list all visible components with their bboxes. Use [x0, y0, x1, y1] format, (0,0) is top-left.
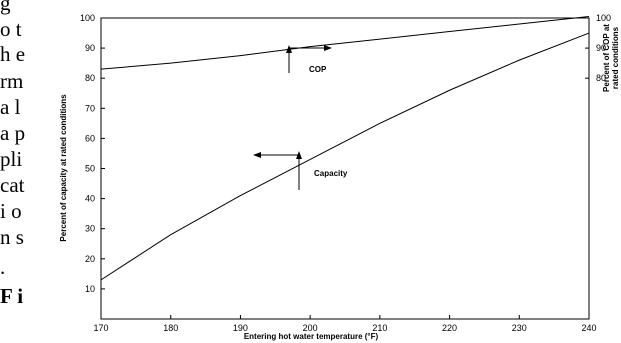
side-text-line: rm [0, 69, 24, 93]
cop-arrowhead-up [286, 45, 292, 53]
cop-annotation: COP [286, 45, 332, 74]
series-line-cop [100, 15, 590, 70]
y2-axis-label-line1: Percent of COP at [602, 24, 611, 92]
side-text-line: pli [0, 147, 23, 171]
y2-axis-label-line2: rated conditions [611, 26, 620, 89]
side-text-line: g [0, 0, 11, 15]
y2-axis: 80 90 100 [585, 13, 611, 83]
side-text-line: F i [0, 284, 24, 308]
side-text-line: a p [0, 121, 26, 145]
cop-label: COP [309, 65, 327, 74]
x-tick-label: 240 [581, 323, 596, 333]
y-tick-label: 100 [80, 13, 95, 23]
x-tick-label: 190 [233, 323, 248, 333]
y-tick-label: 20 [85, 254, 95, 264]
series-lines [100, 15, 590, 281]
side-text-line: n s [0, 225, 24, 249]
capacity-annotation: Capacity [253, 151, 348, 190]
x-tick-label: 170 [93, 323, 108, 333]
side-text-line: a l [0, 95, 21, 119]
side-text-line: . [0, 255, 6, 279]
y-tick-label: 50 [85, 164, 95, 174]
y2-tick-label: 100 [596, 13, 611, 23]
y-axis: 10 20 30 40 50 60 70 80 90 100 [80, 13, 105, 294]
side-text-line: o t [0, 17, 22, 41]
x-axis-label: Entering hot water temperature (°F) [244, 332, 379, 341]
x-axis: 170 180 190 200 210 220 230 240 [93, 315, 597, 333]
x-tick-label: 230 [512, 323, 527, 333]
y-tick-label: 80 [85, 73, 95, 83]
y-tick-label: 70 [85, 103, 95, 113]
side-text-line: h e [0, 42, 26, 66]
x-tick-label: 210 [372, 323, 387, 333]
capacity-label: Capacity [314, 169, 348, 178]
y-tick-label: 90 [85, 43, 95, 53]
y-tick-label: 60 [85, 133, 95, 143]
y-axis-label: Percent of capacity at rated conditions [59, 94, 68, 242]
x-tick-label: 200 [303, 323, 318, 333]
y2-tick-label: 80 [596, 73, 606, 83]
y-tick-label: 10 [85, 284, 95, 294]
cop-arrowhead-right [324, 45, 332, 51]
series-line-capacity [100, 32, 590, 281]
x-tick-label: 180 [163, 323, 178, 333]
side-text-line: cat [0, 173, 25, 197]
x-tick-label: 220 [442, 323, 457, 333]
y-tick-label: 30 [85, 224, 95, 234]
y-tick-label: 40 [85, 194, 95, 204]
capacity-arrowhead-left [253, 152, 261, 158]
side-text-line: i o [0, 199, 22, 223]
y2-tick-label: 90 [596, 43, 606, 53]
